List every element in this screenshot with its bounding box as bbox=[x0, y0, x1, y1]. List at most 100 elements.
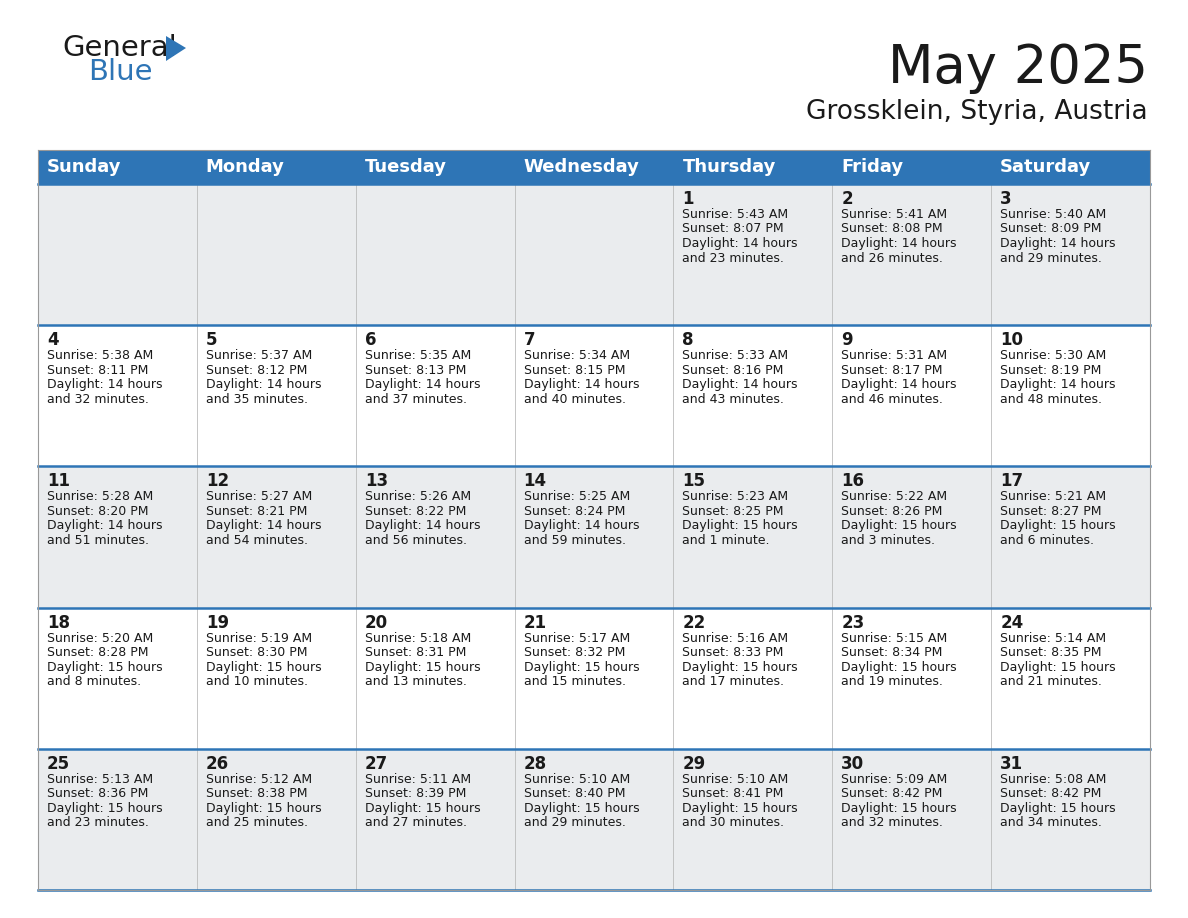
Text: Sunset: 8:26 PM: Sunset: 8:26 PM bbox=[841, 505, 942, 518]
Text: Daylight: 14 hours: Daylight: 14 hours bbox=[524, 520, 639, 532]
Text: Sunrise: 5:16 AM: Sunrise: 5:16 AM bbox=[682, 632, 789, 644]
Text: 24: 24 bbox=[1000, 613, 1023, 632]
Text: 26: 26 bbox=[206, 755, 229, 773]
Text: Daylight: 15 hours: Daylight: 15 hours bbox=[206, 801, 322, 815]
Text: and 13 minutes.: and 13 minutes. bbox=[365, 675, 467, 688]
Text: Daylight: 14 hours: Daylight: 14 hours bbox=[524, 378, 639, 391]
Polygon shape bbox=[166, 36, 187, 61]
Text: Daylight: 15 hours: Daylight: 15 hours bbox=[206, 661, 322, 674]
Text: Daylight: 14 hours: Daylight: 14 hours bbox=[365, 378, 480, 391]
Text: and 51 minutes.: and 51 minutes. bbox=[48, 534, 148, 547]
Text: Daylight: 15 hours: Daylight: 15 hours bbox=[1000, 801, 1116, 815]
Text: Sunset: 8:31 PM: Sunset: 8:31 PM bbox=[365, 646, 466, 659]
Text: Sunset: 8:35 PM: Sunset: 8:35 PM bbox=[1000, 646, 1101, 659]
Text: 29: 29 bbox=[682, 755, 706, 773]
Text: and 8 minutes.: and 8 minutes. bbox=[48, 675, 141, 688]
Text: Sunrise: 5:38 AM: Sunrise: 5:38 AM bbox=[48, 349, 153, 363]
Text: Sunset: 8:19 PM: Sunset: 8:19 PM bbox=[1000, 364, 1101, 376]
Text: 27: 27 bbox=[365, 755, 388, 773]
Text: Sunrise: 5:22 AM: Sunrise: 5:22 AM bbox=[841, 490, 947, 503]
Text: Daylight: 14 hours: Daylight: 14 hours bbox=[1000, 378, 1116, 391]
Text: 15: 15 bbox=[682, 473, 706, 490]
Text: Daylight: 15 hours: Daylight: 15 hours bbox=[48, 801, 163, 815]
Text: Sunrise: 5:35 AM: Sunrise: 5:35 AM bbox=[365, 349, 470, 363]
Text: Wednesday: Wednesday bbox=[524, 158, 639, 176]
Text: Daylight: 14 hours: Daylight: 14 hours bbox=[48, 520, 163, 532]
Text: and 48 minutes.: and 48 minutes. bbox=[1000, 393, 1102, 406]
Text: Sunset: 8:34 PM: Sunset: 8:34 PM bbox=[841, 646, 942, 659]
Text: 10: 10 bbox=[1000, 331, 1023, 349]
Text: Sunrise: 5:40 AM: Sunrise: 5:40 AM bbox=[1000, 208, 1106, 221]
Text: Sunrise: 5:08 AM: Sunrise: 5:08 AM bbox=[1000, 773, 1106, 786]
Text: 8: 8 bbox=[682, 331, 694, 349]
Text: Sunday: Sunday bbox=[48, 158, 121, 176]
Text: 3: 3 bbox=[1000, 190, 1012, 208]
Text: Blue: Blue bbox=[88, 58, 152, 86]
Text: Sunrise: 5:10 AM: Sunrise: 5:10 AM bbox=[682, 773, 789, 786]
Text: Sunrise: 5:27 AM: Sunrise: 5:27 AM bbox=[206, 490, 312, 503]
Text: Sunset: 8:15 PM: Sunset: 8:15 PM bbox=[524, 364, 625, 376]
Text: Sunset: 8:30 PM: Sunset: 8:30 PM bbox=[206, 646, 308, 659]
Text: Daylight: 15 hours: Daylight: 15 hours bbox=[365, 801, 480, 815]
Text: and 30 minutes.: and 30 minutes. bbox=[682, 816, 784, 829]
Text: 21: 21 bbox=[524, 613, 546, 632]
Text: 11: 11 bbox=[48, 473, 70, 490]
Text: May 2025: May 2025 bbox=[887, 42, 1148, 94]
Text: Daylight: 14 hours: Daylight: 14 hours bbox=[682, 378, 798, 391]
Text: and 37 minutes.: and 37 minutes. bbox=[365, 393, 467, 406]
Text: Sunrise: 5:28 AM: Sunrise: 5:28 AM bbox=[48, 490, 153, 503]
Text: Sunset: 8:20 PM: Sunset: 8:20 PM bbox=[48, 505, 148, 518]
Text: Daylight: 15 hours: Daylight: 15 hours bbox=[682, 520, 798, 532]
Text: Daylight: 15 hours: Daylight: 15 hours bbox=[841, 520, 956, 532]
Text: Sunset: 8:27 PM: Sunset: 8:27 PM bbox=[1000, 505, 1101, 518]
Text: and 1 minute.: and 1 minute. bbox=[682, 534, 770, 547]
Text: Daylight: 15 hours: Daylight: 15 hours bbox=[841, 661, 956, 674]
Text: Sunrise: 5:41 AM: Sunrise: 5:41 AM bbox=[841, 208, 947, 221]
Text: 4: 4 bbox=[48, 331, 58, 349]
Text: and 26 minutes.: and 26 minutes. bbox=[841, 252, 943, 264]
Text: Monday: Monday bbox=[206, 158, 285, 176]
Text: Sunrise: 5:17 AM: Sunrise: 5:17 AM bbox=[524, 632, 630, 644]
Text: 16: 16 bbox=[841, 473, 865, 490]
Text: Sunset: 8:40 PM: Sunset: 8:40 PM bbox=[524, 788, 625, 800]
Text: Daylight: 14 hours: Daylight: 14 hours bbox=[206, 520, 322, 532]
Text: Sunset: 8:24 PM: Sunset: 8:24 PM bbox=[524, 505, 625, 518]
Text: Sunset: 8:38 PM: Sunset: 8:38 PM bbox=[206, 788, 308, 800]
Text: and 21 minutes.: and 21 minutes. bbox=[1000, 675, 1102, 688]
Text: Saturday: Saturday bbox=[1000, 158, 1092, 176]
Bar bbox=[38, 325, 1150, 466]
Text: and 10 minutes.: and 10 minutes. bbox=[206, 675, 308, 688]
Text: Sunrise: 5:43 AM: Sunrise: 5:43 AM bbox=[682, 208, 789, 221]
Text: and 56 minutes.: and 56 minutes. bbox=[365, 534, 467, 547]
Text: 13: 13 bbox=[365, 473, 387, 490]
Text: 18: 18 bbox=[48, 613, 70, 632]
Text: 22: 22 bbox=[682, 613, 706, 632]
Bar bbox=[38, 184, 1150, 325]
Text: 7: 7 bbox=[524, 331, 536, 349]
Text: Sunrise: 5:18 AM: Sunrise: 5:18 AM bbox=[365, 632, 470, 644]
Text: Sunset: 8:22 PM: Sunset: 8:22 PM bbox=[365, 505, 466, 518]
Text: 28: 28 bbox=[524, 755, 546, 773]
Text: Daylight: 14 hours: Daylight: 14 hours bbox=[841, 237, 956, 250]
Text: 12: 12 bbox=[206, 473, 229, 490]
Text: Grossklein, Styria, Austria: Grossklein, Styria, Austria bbox=[807, 99, 1148, 125]
Text: Daylight: 14 hours: Daylight: 14 hours bbox=[841, 378, 956, 391]
Text: 20: 20 bbox=[365, 613, 387, 632]
Text: Daylight: 14 hours: Daylight: 14 hours bbox=[48, 378, 163, 391]
Text: Daylight: 15 hours: Daylight: 15 hours bbox=[682, 801, 798, 815]
Text: Sunset: 8:13 PM: Sunset: 8:13 PM bbox=[365, 364, 466, 376]
Text: Daylight: 15 hours: Daylight: 15 hours bbox=[1000, 661, 1116, 674]
Text: Sunset: 8:11 PM: Sunset: 8:11 PM bbox=[48, 364, 148, 376]
Text: Sunrise: 5:15 AM: Sunrise: 5:15 AM bbox=[841, 632, 948, 644]
Text: Daylight: 14 hours: Daylight: 14 hours bbox=[1000, 237, 1116, 250]
Text: and 27 minutes.: and 27 minutes. bbox=[365, 816, 467, 829]
Text: and 15 minutes.: and 15 minutes. bbox=[524, 675, 626, 688]
Text: Sunrise: 5:09 AM: Sunrise: 5:09 AM bbox=[841, 773, 948, 786]
Text: Tuesday: Tuesday bbox=[365, 158, 447, 176]
Bar bbox=[38, 749, 1150, 890]
Text: and 6 minutes.: and 6 minutes. bbox=[1000, 534, 1094, 547]
Text: and 32 minutes.: and 32 minutes. bbox=[48, 393, 148, 406]
Text: Sunset: 8:25 PM: Sunset: 8:25 PM bbox=[682, 505, 784, 518]
Text: Daylight: 15 hours: Daylight: 15 hours bbox=[524, 801, 639, 815]
Text: 2: 2 bbox=[841, 190, 853, 208]
